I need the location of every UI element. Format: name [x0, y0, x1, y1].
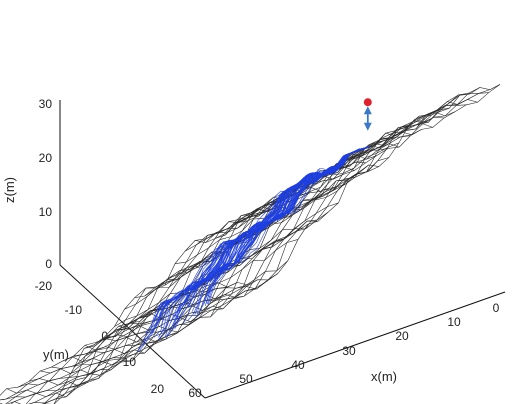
mesh-line-along-y	[53, 273, 278, 404]
tick-labels: 30 20 10 0 -20 -10 0 10 20 0 10 20 30 40…	[2, 97, 500, 400]
x-axis-line	[204, 291, 506, 399]
mesh-line-along-y	[94, 220, 319, 345]
goal-point-marker	[363, 98, 372, 107]
goal-arrow-head-top	[363, 106, 372, 115]
z-tick-10: 10	[39, 205, 53, 219]
mesh-line-along-y	[43, 279, 268, 404]
mesh-line-along-y	[63, 260, 289, 387]
trajectory-lines	[137, 146, 370, 352]
trajectory-line	[164, 147, 367, 337]
mesh-line-along-y	[154, 166, 379, 291]
goal-marker-group	[363, 98, 372, 131]
mesh-line-along-y	[10, 286, 228, 404]
x-tick-50: 50	[239, 372, 253, 386]
trajectory-line	[196, 147, 368, 316]
mesh-line-along-x	[118, 129, 422, 331]
y-tick-10: 10	[123, 355, 137, 369]
mesh-line-along-y	[124, 179, 349, 310]
mesh-line-along-x	[51, 166, 355, 369]
x-tick-30: 30	[342, 344, 356, 358]
mesh-line-along-x	[129, 123, 433, 325]
x-tick-20: 20	[395, 329, 409, 343]
y-tick-20: 20	[151, 382, 165, 396]
mesh-line-along-y	[275, 84, 501, 214]
axes	[59, 100, 506, 399]
mesh-line-along-x	[152, 111, 456, 312]
mesh-line-along-y	[0, 285, 208, 401]
z-axis-label: z(m)	[2, 177, 17, 203]
mesh-line-along-y	[41, 279, 258, 404]
trajectory-line	[145, 146, 369, 334]
y-tick-0: 0	[101, 329, 108, 343]
x-tick-0: 0	[493, 301, 500, 315]
trajectory-line	[187, 147, 367, 321]
trajectory-line	[205, 147, 367, 304]
z-tick-20: 20	[39, 151, 53, 165]
y-tick-neg20: -20	[35, 279, 53, 293]
x-axis-label: x(m)	[371, 369, 397, 384]
mesh-line-along-y	[27, 284, 248, 404]
y-tick-neg10: -10	[65, 303, 83, 317]
trajectory-line	[142, 146, 369, 341]
goal-arrow-head-bottom	[363, 122, 372, 131]
y-axis-label: y(m)	[43, 347, 69, 362]
trajectory-line	[191, 147, 367, 313]
mesh-line-along-y	[73, 239, 299, 368]
trajectory-line	[185, 146, 368, 304]
trajectory-line	[203, 146, 369, 304]
mesh-line-along-y	[134, 171, 359, 298]
z-tick-30: 30	[39, 97, 53, 111]
x-tick-10: 10	[447, 315, 461, 329]
trajectory-line	[172, 147, 368, 328]
mesh-line-along-x	[62, 161, 366, 363]
trajectory-line	[182, 147, 368, 324]
mesh-line-along-y	[225, 107, 450, 236]
x-tick-60: 60	[188, 386, 202, 400]
z-tick-0: 0	[45, 257, 52, 271]
mesh-line-along-y	[265, 89, 490, 212]
trajectory-line	[200, 146, 369, 308]
x-tick-40: 40	[291, 358, 305, 372]
